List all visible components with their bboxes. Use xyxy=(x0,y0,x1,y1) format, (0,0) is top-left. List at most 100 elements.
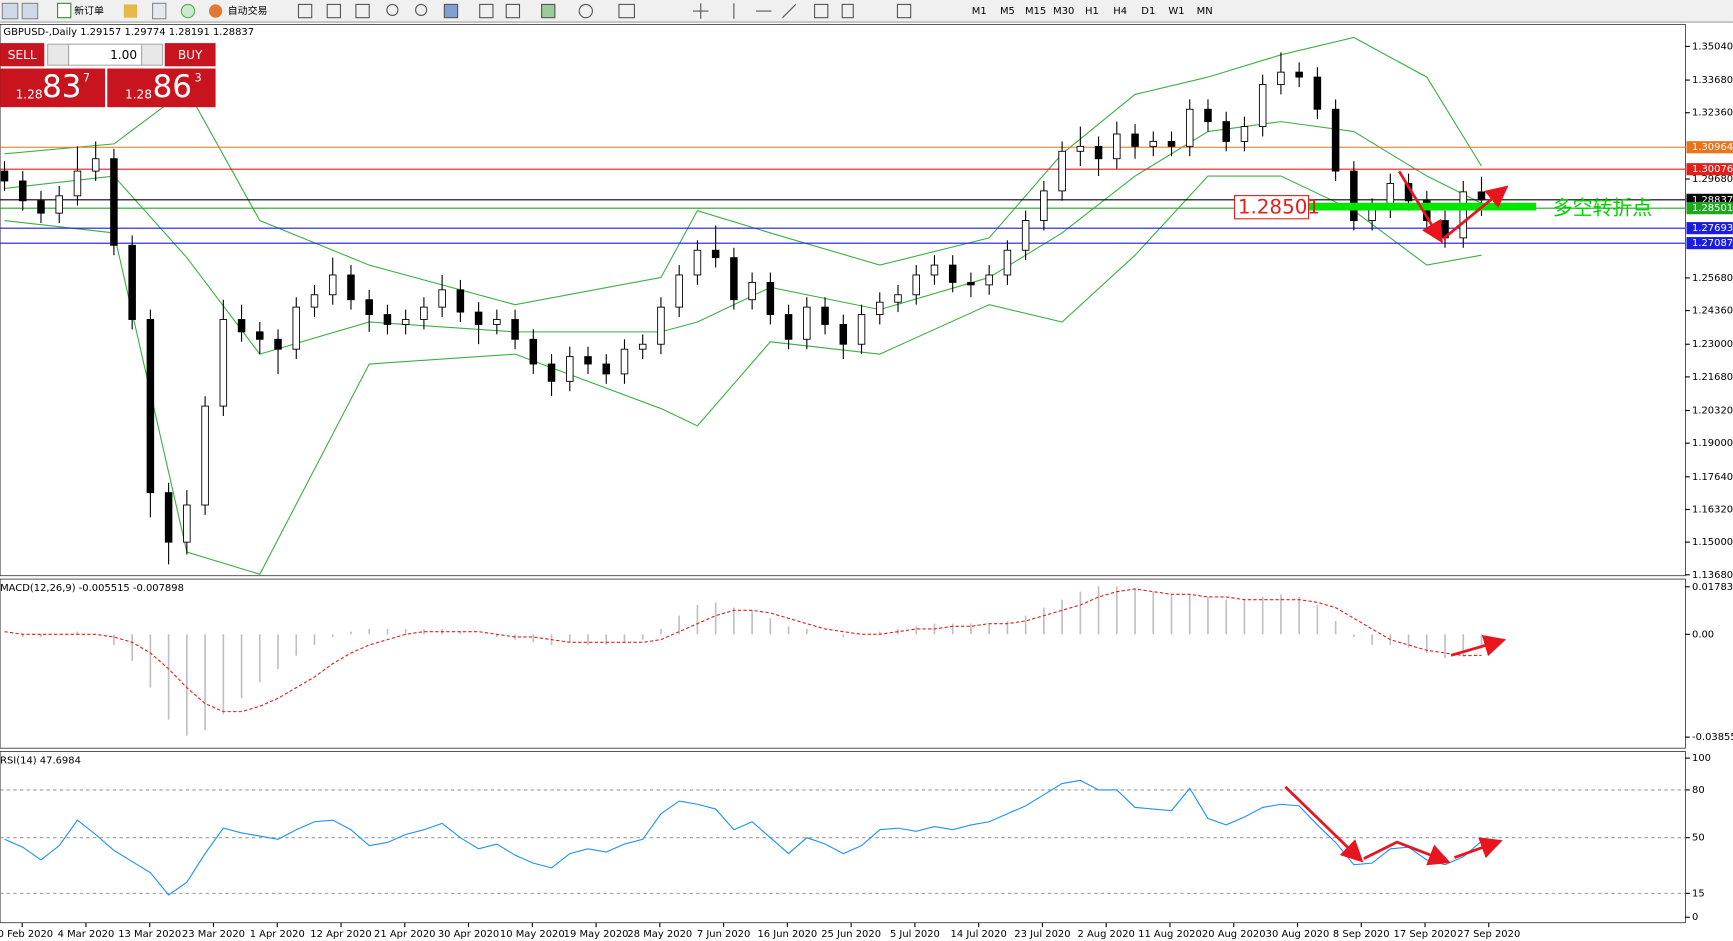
candle-body xyxy=(274,338,282,350)
candle-body xyxy=(91,158,100,172)
candle-body xyxy=(347,274,355,301)
toolbar xyxy=(0,0,1733,23)
candle-body xyxy=(1021,220,1030,251)
candle-body xyxy=(1313,76,1322,110)
y-tick-label: 1.25680 xyxy=(1692,273,1733,284)
candle-body xyxy=(110,158,118,246)
price-pips: 83 xyxy=(42,69,81,105)
candle-body xyxy=(183,504,191,543)
icon[interactable] xyxy=(208,4,223,18)
x-tick-label: 17 Sep 2020 xyxy=(1394,929,1457,940)
candle-body xyxy=(365,299,373,315)
candle-body xyxy=(219,319,228,407)
icon[interactable] xyxy=(123,4,138,18)
lot-down[interactable] xyxy=(47,43,70,66)
candle-body xyxy=(766,281,775,315)
x-tick-label: 4 Mar 2020 xyxy=(58,929,115,940)
buy-button[interactable] xyxy=(164,43,216,67)
candle-body xyxy=(529,338,538,365)
buy-price-box[interactable] xyxy=(107,68,216,108)
candle-body xyxy=(310,294,319,308)
timeframe[interactable]: D1 xyxy=(1141,6,1155,17)
button-label[interactable]: 自动交易 xyxy=(228,4,268,17)
candle-body xyxy=(420,306,428,320)
candle-body xyxy=(55,195,63,214)
icon[interactable] xyxy=(57,2,72,19)
x-tick-label: 8 Sep 2020 xyxy=(1333,929,1390,940)
y-tick-label: 1.23000 xyxy=(1692,339,1733,350)
timeframe[interactable]: M15 xyxy=(1025,6,1046,17)
candle-body xyxy=(1240,126,1249,142)
timeframes: M1 M5 M15 M30 H1 H4 D1 W1 MN xyxy=(972,6,1213,17)
candle-body xyxy=(1477,191,1486,201)
timeframe[interactable]: M1 xyxy=(972,6,987,17)
rsi-title: RSI(14) 47.6984 xyxy=(0,755,81,766)
y-tick-label: 1.29680 xyxy=(1692,174,1733,185)
candle-body xyxy=(748,281,756,301)
pivot-label: 多空转折点 xyxy=(1553,196,1652,219)
icon[interactable] xyxy=(1,2,19,20)
timeframe[interactable]: H1 xyxy=(1085,6,1099,17)
timeframe[interactable]: M5 xyxy=(1000,6,1015,17)
price-level-box xyxy=(1686,202,1733,215)
y-tick-label: 1.13680 xyxy=(1692,570,1733,581)
candle-body xyxy=(711,249,720,259)
candle-body xyxy=(1459,191,1468,239)
candle-body xyxy=(18,180,27,202)
timeframe[interactable]: MN xyxy=(1197,6,1213,17)
icon[interactable] xyxy=(21,2,39,20)
timeframe[interactable]: M30 xyxy=(1053,6,1074,17)
lot-value[interactable]: 1.00 xyxy=(110,48,137,62)
x-tick-label: 20 Aug 2020 xyxy=(1202,929,1266,940)
buy-label[interactable]: BUY xyxy=(178,48,203,62)
x-tick-label: 14 Jul 2020 xyxy=(951,929,1007,940)
y-tick-label: 1.20320 xyxy=(1692,406,1733,417)
sell-price-box[interactable] xyxy=(0,68,106,108)
price-level-label: 1.27693 xyxy=(1692,223,1733,234)
timeframe[interactable]: H4 xyxy=(1113,6,1127,17)
macd-panel xyxy=(0,578,1686,749)
timeframe[interactable]: W1 xyxy=(1168,6,1184,17)
candle-body xyxy=(328,274,337,296)
sell-label[interactable]: SELL xyxy=(8,48,37,62)
candle-body xyxy=(474,311,483,325)
button-label[interactable]: 新订单 xyxy=(74,4,104,17)
candle-body xyxy=(620,348,629,375)
price-pips: 86 xyxy=(153,69,192,105)
candle-body xyxy=(657,306,665,345)
y-tick-label: 1.35040 xyxy=(1692,41,1733,52)
candle-body xyxy=(146,319,155,494)
candle-body xyxy=(1076,145,1085,152)
candle-body xyxy=(1350,170,1358,222)
candle-body xyxy=(1149,140,1158,147)
candle-body xyxy=(730,257,738,301)
bollinger-upper xyxy=(4,36,1482,306)
macd-signal xyxy=(4,588,1482,713)
sell-button[interactable] xyxy=(0,43,45,67)
y-tick-label: 1.32360 xyxy=(1692,108,1733,119)
y-tick-label: 0.017833 xyxy=(1692,582,1733,593)
candle-body xyxy=(1185,108,1194,147)
candle-body xyxy=(256,331,264,340)
candle-body xyxy=(930,264,939,276)
candle-body xyxy=(1040,190,1048,222)
rsi-panel xyxy=(0,751,1686,924)
candle-body xyxy=(547,363,556,382)
x-tick-label: 7 Jun 2020 xyxy=(697,929,750,940)
candle-body xyxy=(821,306,829,325)
y-tick-label: 1.16320 xyxy=(1692,504,1733,515)
icon[interactable] xyxy=(180,3,196,19)
main-panel xyxy=(0,23,1686,577)
x-tick-label: 30 Aug 2020 xyxy=(1266,929,1330,940)
candle-body xyxy=(456,289,465,313)
candle-body xyxy=(1167,140,1176,147)
x-tick-label: 2 Aug 2020 xyxy=(1078,929,1135,940)
price-level-label: 1.28501 xyxy=(1692,203,1733,214)
x-tick-label: 23 Mar 2020 xyxy=(182,929,245,940)
icon[interactable] xyxy=(152,2,167,20)
x-tick-label: 11 Aug 2020 xyxy=(1138,929,1202,940)
rsi-line xyxy=(4,779,1482,896)
lot-up[interactable] xyxy=(140,43,164,66)
